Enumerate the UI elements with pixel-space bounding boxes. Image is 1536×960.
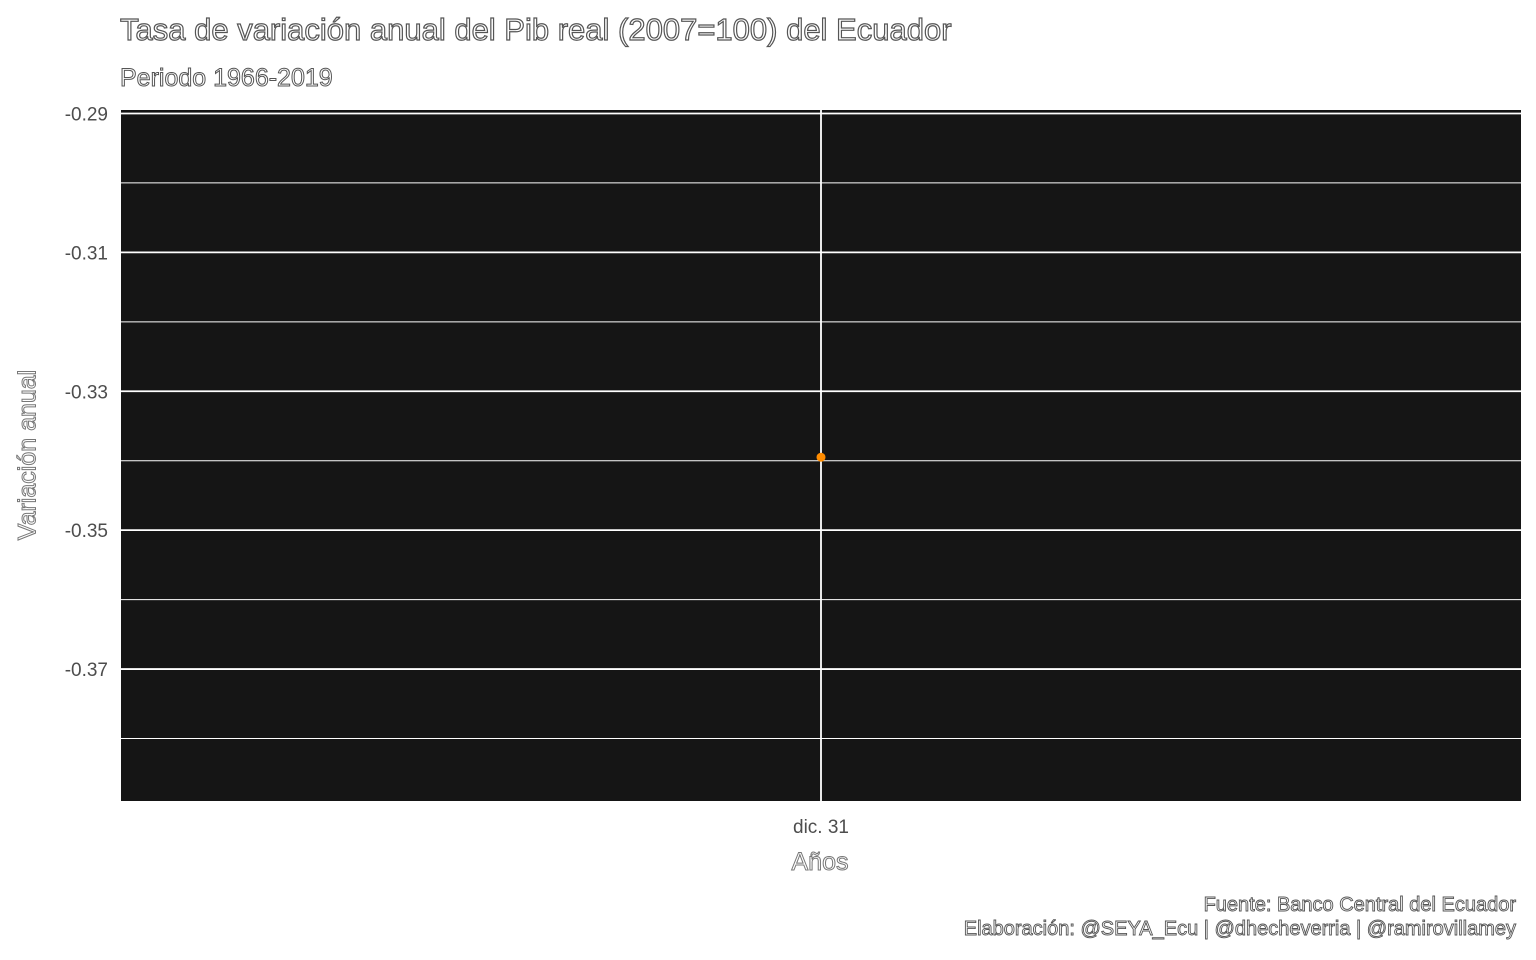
y-tick-label: -0.33 [65, 382, 108, 403]
data-points [816, 452, 826, 462]
y-axis-label: Variación anual [13, 369, 42, 541]
data-point [816, 452, 826, 462]
y-tick-label: -0.35 [65, 521, 108, 542]
x-tick-labels: dic. 31 [793, 817, 849, 838]
y-tick-label: -0.37 [65, 660, 108, 681]
y-tick-label: -0.31 [65, 243, 108, 264]
x-axis-label: Años [791, 848, 849, 877]
caption-source: Fuente: Banco Central del Ecuador [1203, 894, 1516, 917]
chart-subtitle: Periodo 1966-2019 [120, 64, 334, 93]
caption-credit: Elaboración: @SEYA_Ecu | @dhecheverria |… [963, 918, 1516, 941]
chart-title: Tasa de variación anual del Pib real (20… [119, 11, 952, 47]
x-tick-label: dic. 31 [793, 817, 849, 838]
y-tick-label: -0.29 [65, 104, 108, 125]
major-gridlines [121, 110, 1521, 801]
y-tick-labels: -0.29 -0.31 -0.33 -0.35 -0.37 [65, 104, 108, 681]
